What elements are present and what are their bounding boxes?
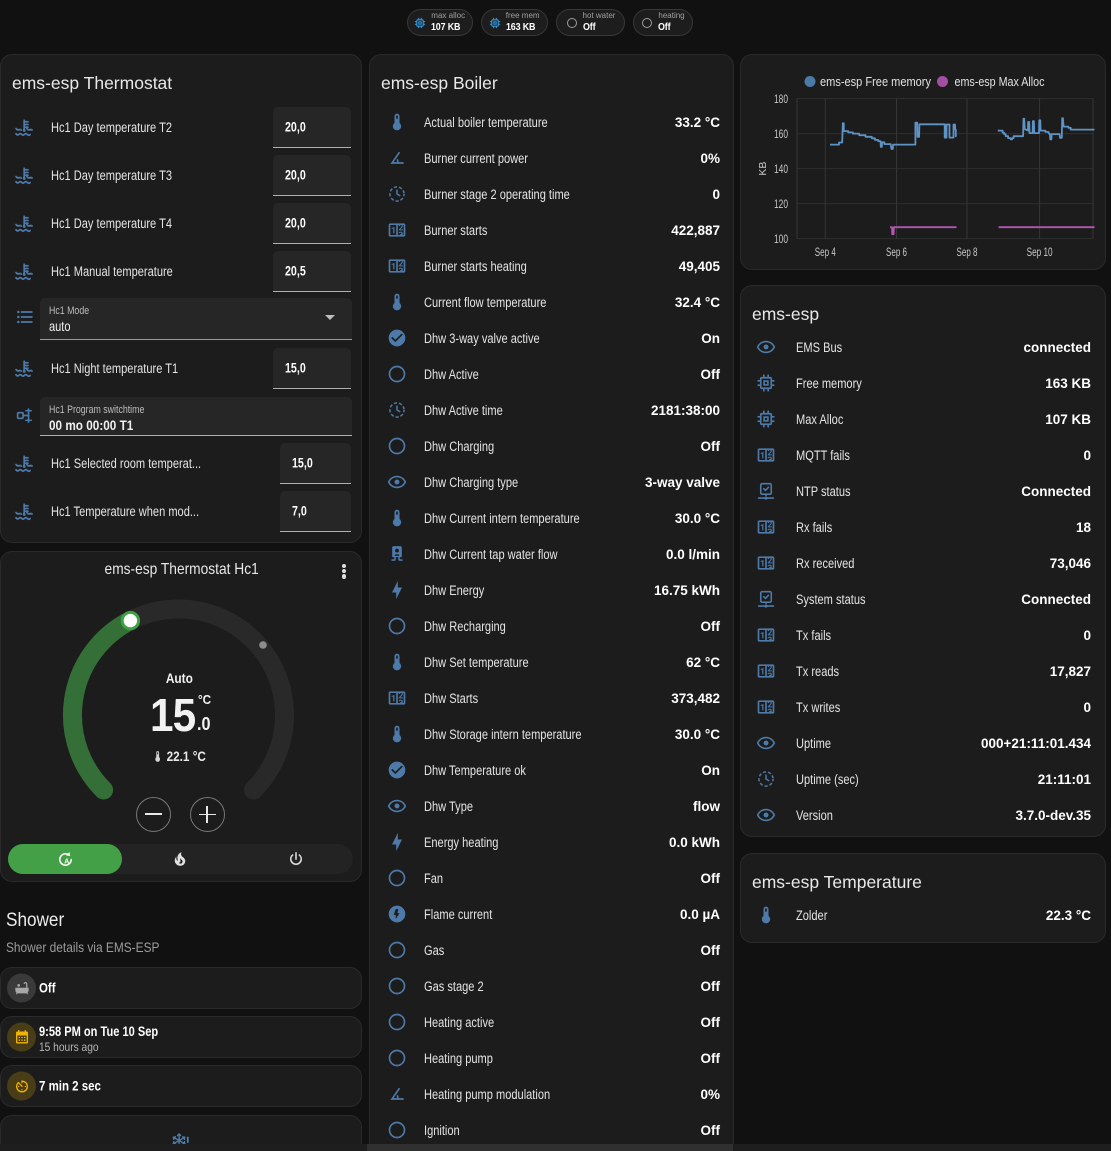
svg-text:120: 120 [774,197,788,211]
svg-text:Sep 4: Sep 4 [815,245,836,259]
svg-text:KB: KB [757,162,769,176]
svg-text:ems-esp Free memory: ems-esp Free memory [820,74,931,89]
svg-text:140: 140 [774,162,788,176]
svg-text:ems-esp Max Alloc: ems-esp Max Alloc [955,74,1045,89]
svg-text:160: 160 [774,127,788,141]
svg-text:180: 180 [774,92,788,106]
svg-text:Sep 8: Sep 8 [957,245,978,259]
svg-text:100: 100 [774,232,788,246]
svg-text:Sep 6: Sep 6 [886,245,907,259]
svg-text:Sep 10: Sep 10 [1027,245,1053,259]
